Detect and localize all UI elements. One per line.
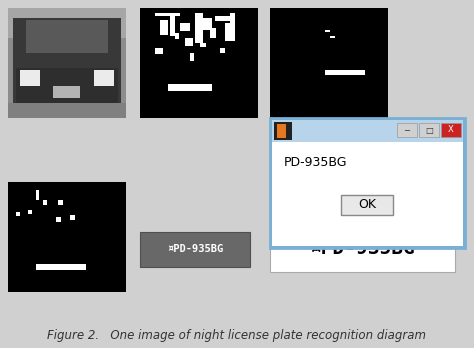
Text: ¤PD-935BG: ¤PD-935BG (167, 245, 223, 254)
Bar (272, 142, 463, 246)
Text: OK: OK (358, 198, 376, 212)
Text: Figure 2.   One image of night license plate recognition diagram: Figure 2. One image of night license pla… (47, 330, 427, 342)
Bar (397, 123, 417, 137)
Bar (270, 226, 455, 272)
Text: X: X (448, 126, 454, 134)
Bar (441, 123, 461, 137)
Bar (270, 118, 465, 248)
Text: □: □ (425, 126, 433, 134)
Bar (277, 124, 286, 138)
Bar (140, 232, 250, 267)
Bar (274, 122, 292, 140)
Text: PD-935BG: PD-935BG (284, 156, 347, 168)
Bar (419, 123, 439, 137)
Bar (272, 120, 463, 142)
Bar (341, 195, 393, 215)
Text: ─: ─ (404, 126, 410, 134)
Text: ¤PD-935BG: ¤PD-935BG (310, 239, 415, 259)
